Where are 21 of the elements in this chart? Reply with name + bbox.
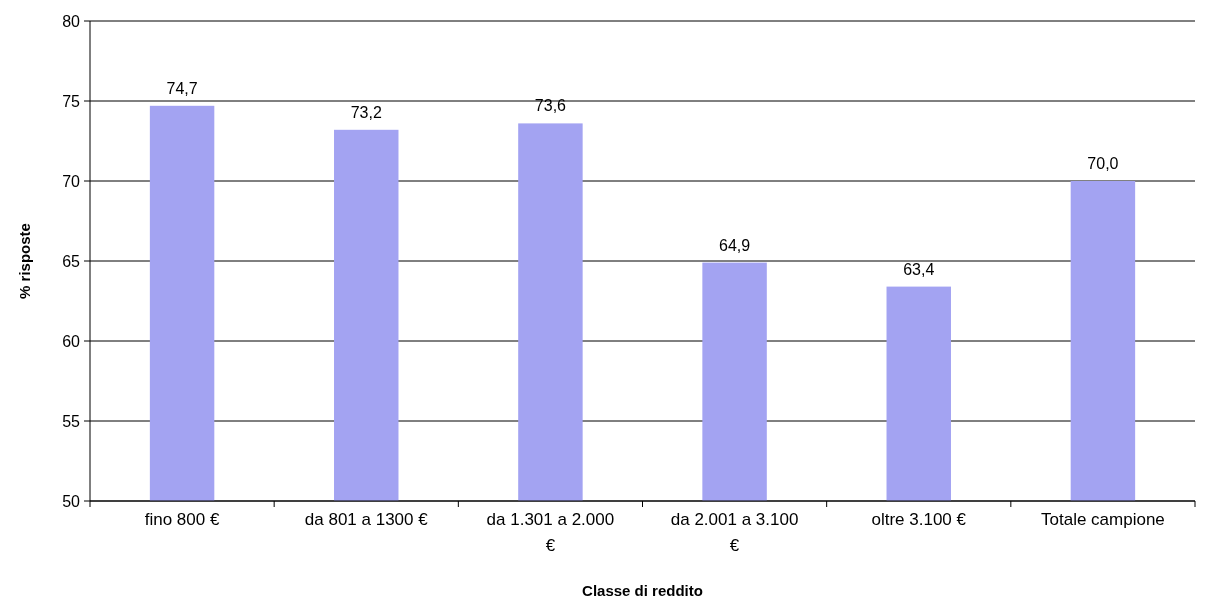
x-tick-label: oltre 3.100 € [871,510,967,529]
x-tick-label: Totale campione [1041,510,1165,529]
x-tick-label: fino 800 € [144,510,220,529]
y-tick-label: 65 [62,252,81,270]
y-axis-title: % risposte [16,223,33,299]
y-tick-label: 60 [62,332,81,350]
x-tick-label: da 2.001 a 3.100 € [670,510,799,555]
data-label: 73,2 [350,103,382,121]
x-tick-label: da 1.301 a 2.000 € [486,510,615,555]
y-tick-label: 75 [62,92,81,110]
y-tick-label: 50 [62,492,81,510]
y-tick-label: 55 [62,412,81,430]
data-label: 74,7 [166,79,198,97]
data-label: 64,9 [719,236,751,254]
data-label: 70,0 [1087,155,1119,172]
data-label: 73,6 [534,97,567,115]
x-tick-label: da 801 a 1300 € [304,510,429,529]
data-label: 63,4 [903,260,935,278]
y-tick-label: 70 [62,172,81,190]
x-axis-title: Classe di reddito [582,582,703,599]
y-tick-label: 80 [62,12,81,30]
